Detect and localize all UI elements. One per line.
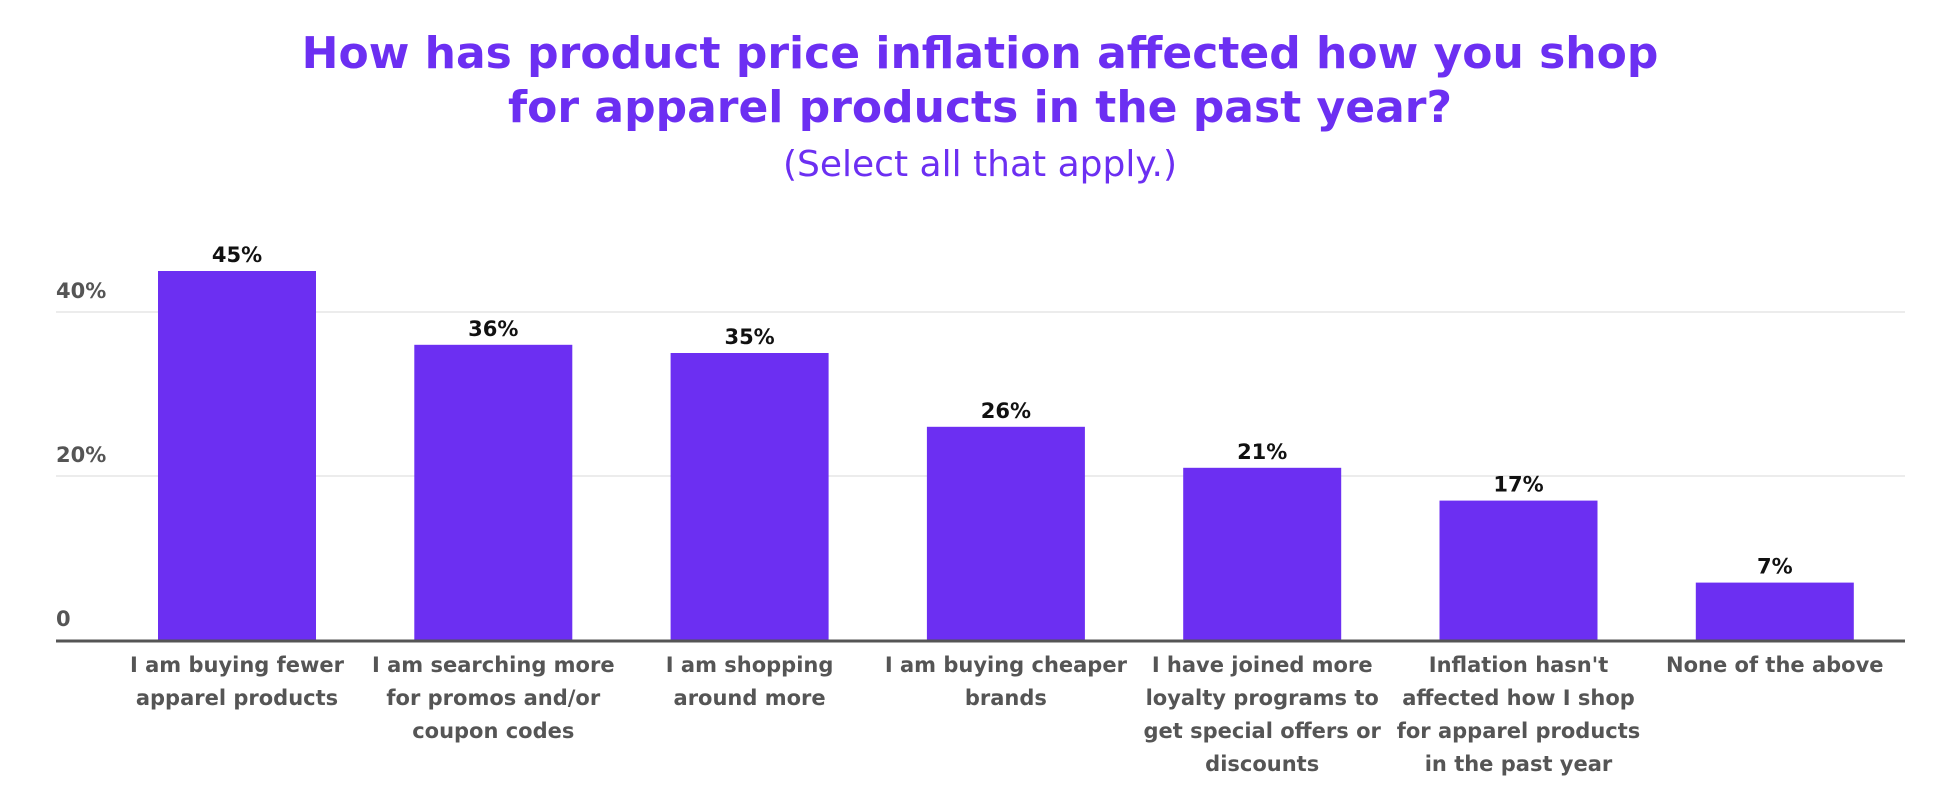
x-tick-label-line: coupon codes [412, 719, 574, 743]
x-tick-label-line: for promos and/or [386, 686, 600, 710]
x-tick-label: None of the above [1666, 653, 1884, 677]
data-label: 17% [1493, 473, 1543, 497]
bar [1439, 500, 1598, 640]
x-tick-label-line: affected how I shop [1402, 686, 1635, 710]
chart-title-line-2: for apparel products in the past year? [508, 82, 1452, 133]
bars-layer [56, 271, 1905, 643]
data-label: 21% [1237, 440, 1287, 464]
x-tick-label: I am searching more for promos and/or coup… [372, 653, 615, 743]
bar [414, 344, 573, 640]
x-tick-label: Inflation hasn't affected how I shop for a… [1397, 653, 1641, 776]
x-tick-label-line: brands [965, 686, 1047, 710]
bar [670, 353, 829, 640]
x-tick-label-line: in the past year [1425, 752, 1613, 776]
data-label: 45% [212, 243, 262, 267]
y-tick-label: 20% [56, 443, 106, 467]
x-tick-label-line: Inflation hasn't [1429, 653, 1608, 677]
x-tick-label-line: apparel products [136, 686, 338, 710]
x-tick-label-line: get special offers or [1144, 719, 1382, 743]
x-tick-label-line: discounts [1205, 752, 1319, 776]
x-tick-label-line: I am searching more [372, 653, 615, 677]
data-label: 36% [468, 317, 518, 341]
x-tick-label-line: around more [674, 686, 826, 710]
x-tick-label: I am shopping around more [666, 653, 834, 710]
data-label: 26% [981, 399, 1031, 423]
x-tick-label: I am buying cheaper brands [885, 653, 1128, 710]
bar [1695, 582, 1854, 640]
data-label: 7% [1757, 555, 1793, 579]
data-label: 35% [724, 325, 774, 349]
x-tick-label: I have joined more loyalty programs to get… [1144, 653, 1382, 776]
x-tick-label: I am buying fewer apparel products [130, 653, 345, 710]
bar [926, 426, 1085, 640]
chart-title-line-1: How has product price inflation affected… [302, 28, 1659, 79]
y-tick-label: 0 [56, 607, 71, 631]
bar [158, 271, 316, 640]
x-tick-label-line: loyalty programs to [1146, 686, 1379, 710]
x-tick-label-line: for apparel products [1397, 719, 1641, 743]
x-tick-label-line: I am buying cheaper [885, 653, 1128, 677]
chart-subtitle: (Select all that apply.) [783, 144, 1177, 185]
x-tick-label-line: I am buying fewer [130, 653, 345, 677]
x-tick-label-line: I am shopping [666, 653, 834, 677]
y-tick-label: 40% [56, 279, 106, 303]
bar [1183, 467, 1342, 640]
labels-layer: 45% I am buying fewer apparel products 36% I… [130, 243, 1884, 776]
x-tick-label-line: None of the above [1666, 653, 1884, 677]
x-tick-label-line: I have joined more [1152, 653, 1373, 677]
